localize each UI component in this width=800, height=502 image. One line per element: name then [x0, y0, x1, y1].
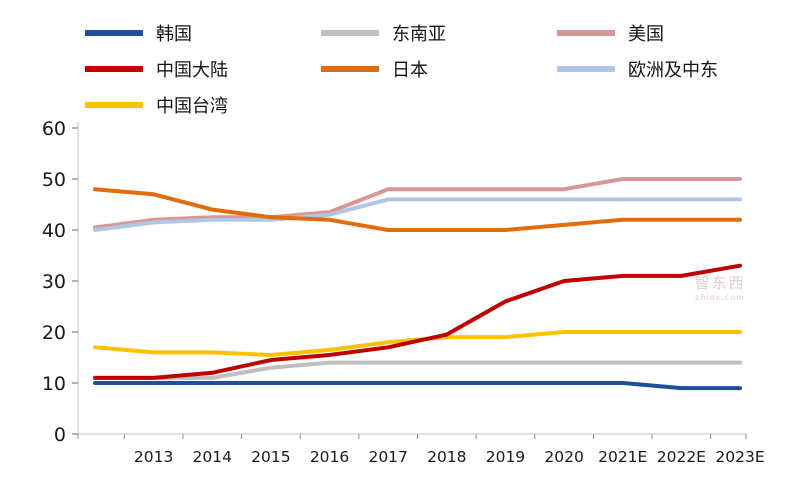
- series-line-taiwan-china: [93, 330, 742, 357]
- legend-label-southeast-asia: 东南亚: [392, 24, 446, 45]
- y-tick-label: 40: [42, 220, 66, 242]
- legend-swatch-europe-middle-east: [557, 66, 615, 72]
- legend-item-southeast-asia: 东南亚: [321, 22, 557, 45]
- legend-label-usa: 美国: [628, 24, 664, 45]
- legend-label-korea: 韩国: [156, 24, 192, 45]
- legend-item-usa: 美国: [557, 22, 797, 45]
- y-tick-label: 20: [42, 322, 66, 344]
- series-line-korea: [93, 381, 742, 391]
- legend-item-korea: 韩国: [85, 22, 321, 45]
- x-tick-label: 2018: [427, 448, 466, 466]
- legend-swatch-taiwan-china: [85, 102, 143, 108]
- legend-swatch-mainland-china: [85, 66, 143, 72]
- x-tick-label: 2020: [544, 448, 583, 466]
- y-tick-label: 30: [42, 271, 66, 293]
- legend-swatch-southeast-asia: [321, 30, 379, 36]
- x-tick-label: 2022E: [657, 448, 706, 466]
- legend-swatch-korea: [85, 30, 143, 36]
- series-line-mainland-china: [93, 263, 742, 380]
- x-tick-label: 2023E: [715, 448, 764, 466]
- x-tick-label: 2013: [134, 448, 173, 466]
- x-tick-label: 2019: [486, 448, 525, 466]
- y-tick-label: 50: [42, 169, 66, 191]
- legend-item-taiwan-china: 中国台湾: [85, 94, 321, 117]
- legend-swatch-japan: [321, 66, 379, 72]
- x-tick-label: 2016: [310, 448, 349, 466]
- legend-item-japan: 日本: [321, 58, 557, 81]
- y-tick-label: 10: [42, 373, 66, 395]
- series-line-southeast-asia: [93, 360, 742, 380]
- legend-item-europe-middle-east: 欧洲及中东: [557, 58, 797, 81]
- legend-label-europe-middle-east: 欧洲及中东: [628, 60, 718, 81]
- legend-swatch-usa: [557, 30, 615, 36]
- legend-item-mainland-china: 中国大陆: [85, 58, 321, 81]
- legend-label-mainland-china: 中国大陆: [156, 60, 228, 81]
- x-tick-label: 2014: [193, 448, 232, 466]
- series-line-usa: [93, 177, 742, 230]
- series-line-japan: [93, 187, 742, 232]
- legend-label-japan: 日本: [392, 60, 428, 81]
- y-tick-label: 60: [42, 118, 66, 140]
- legend: 韩国 东南亚 美国 中国大陆 日本 欧洲及中东 中国台湾: [85, 22, 797, 117]
- series-line-europe-middle-east: [93, 197, 742, 232]
- y-tick-label: 0: [54, 424, 66, 446]
- legend-label-taiwan-china: 中国台湾: [156, 96, 228, 117]
- x-tick-label: 2015: [251, 448, 290, 466]
- x-tick-label: 2017: [368, 448, 407, 466]
- x-tick-label: 2021E: [598, 448, 647, 466]
